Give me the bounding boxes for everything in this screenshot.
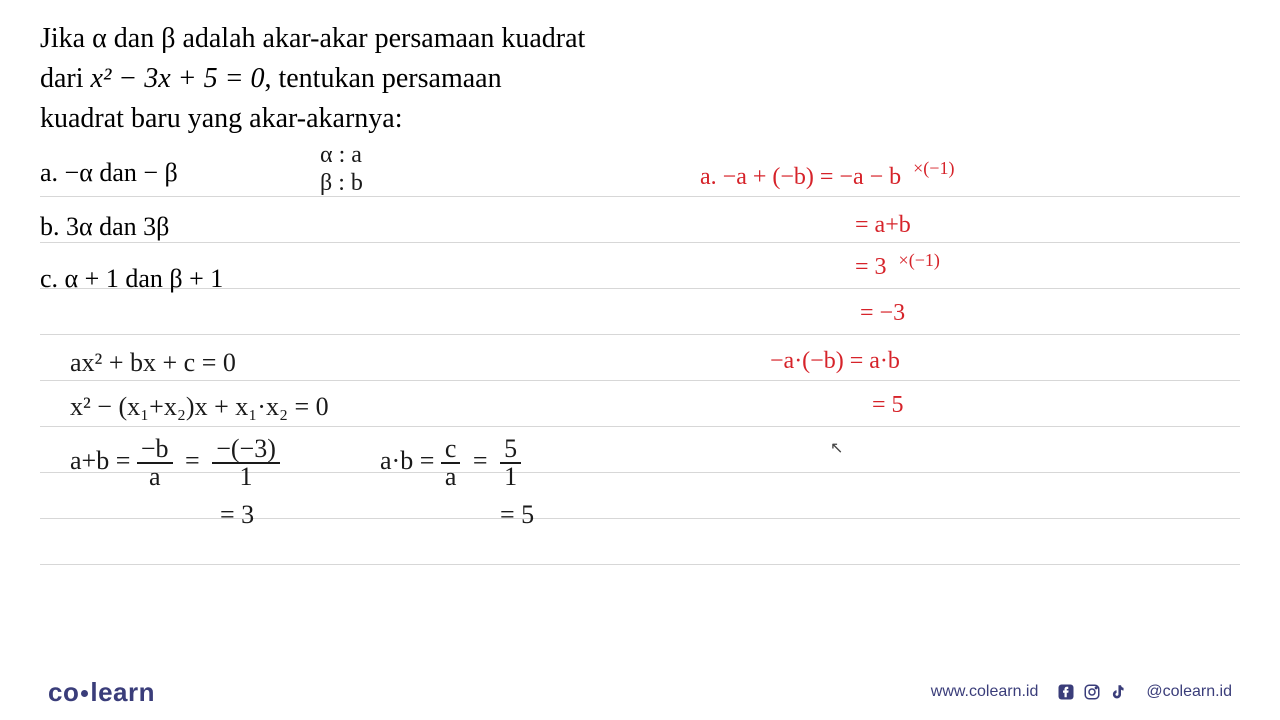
brand-logo: colearn bbox=[48, 677, 155, 708]
footer: colearn www.colearn.id @colearn.id bbox=[0, 664, 1280, 720]
frac-c-over-a: c a bbox=[441, 436, 461, 490]
option-b: b. 3α dan 3β bbox=[40, 212, 169, 242]
eq-general: ax² + bx + c = 0 bbox=[70, 348, 236, 378]
footer-right: www.colearn.id @colearn.id bbox=[931, 682, 1232, 702]
frac-5-over-1: 5 1 bbox=[500, 436, 521, 490]
page-content: Jika α dan β adalah akar-akar persamaan … bbox=[40, 20, 1240, 660]
problem-text: Jika α dan β adalah akar-akar persamaan … bbox=[40, 20, 1240, 137]
prod-result: = 5 bbox=[500, 500, 534, 530]
note-beta: β : b bbox=[320, 170, 363, 197]
frac-b-over-a: −b a bbox=[137, 436, 173, 490]
rule-line bbox=[40, 334, 1240, 335]
note-alpha: α : a bbox=[320, 142, 362, 169]
rule-line bbox=[40, 196, 1240, 197]
rule-line bbox=[40, 380, 1240, 381]
rule-line bbox=[40, 426, 1240, 427]
problem-line1: Jika α dan β adalah akar-akar persamaan … bbox=[40, 20, 1240, 58]
rule-line bbox=[40, 564, 1240, 565]
sum-result: = 3 bbox=[220, 500, 254, 530]
frac-neg3-over-1: −(−3) 1 bbox=[212, 436, 280, 490]
eq-vieta: x² − (x₁+x₂)x + x₁·x₂ = 0 bbox=[70, 392, 329, 422]
red-a-line3: = 3 ×(−1) bbox=[855, 254, 934, 281]
logo-dot-icon bbox=[81, 690, 88, 697]
problem-line2: dari x² − 3x + 5 = 0, tentukan persamaan bbox=[40, 60, 1240, 98]
option-c: c. α + 1 dan β + 1 bbox=[40, 264, 223, 294]
social-icons bbox=[1056, 682, 1128, 702]
instagram-icon bbox=[1082, 682, 1102, 702]
problem-line3: kuadrat baru yang akar-akarnya: bbox=[40, 100, 1240, 138]
red-prod-line2: = 5 bbox=[872, 392, 904, 419]
footer-handle: @colearn.id bbox=[1146, 683, 1232, 701]
footer-url: www.colearn.id bbox=[931, 683, 1039, 701]
tiktok-icon bbox=[1108, 682, 1128, 702]
option-a: a. −α dan − β bbox=[40, 158, 178, 188]
red-a-line1: a. −a + (−b) = −a − b ×(−1) bbox=[700, 164, 948, 191]
rule-line bbox=[40, 242, 1240, 243]
cursor-icon: ↖ bbox=[830, 438, 843, 458]
red-prod-line1: −a·(−b) = a·b bbox=[770, 348, 900, 375]
sum-work: a+b = −b a = −(−3) 1 bbox=[70, 436, 280, 490]
red-a-line4: = −3 bbox=[860, 300, 905, 327]
prod-work: a·b = c a = 5 1 bbox=[380, 436, 521, 490]
facebook-icon bbox=[1056, 682, 1076, 702]
red-a-line2: = a+b bbox=[855, 212, 911, 239]
